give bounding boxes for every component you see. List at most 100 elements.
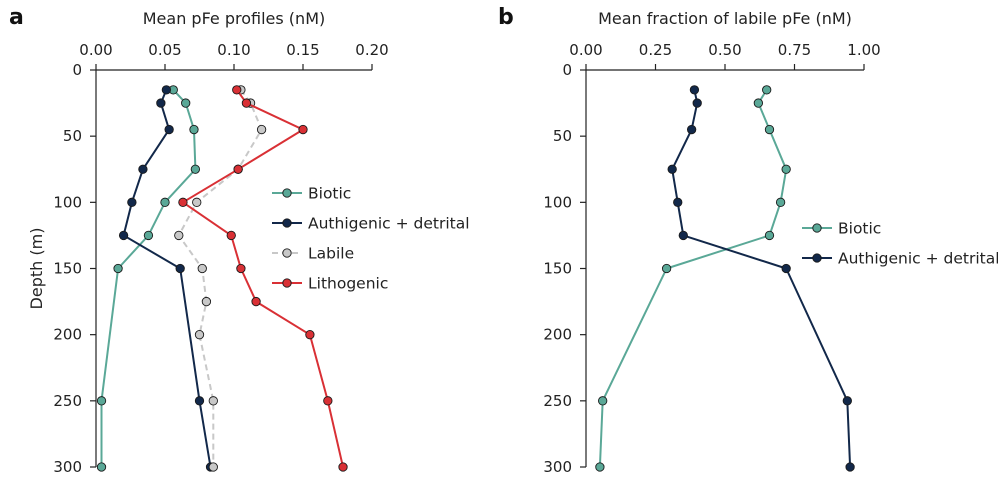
chart-title: Mean fraction of labile pFe (nM)	[598, 9, 852, 28]
data-point	[845, 462, 855, 472]
data-point	[678, 230, 688, 241]
data-point	[127, 197, 137, 207]
data-point	[160, 197, 170, 207]
y-tick-label: 250	[543, 392, 572, 410]
x-tick-label: 0.25	[639, 41, 672, 59]
data-point	[181, 98, 191, 108]
data-point	[781, 263, 791, 274]
legend-label: Labile	[308, 245, 354, 263]
data-point	[138, 164, 148, 174]
data-point	[161, 85, 172, 95]
legend-entry: Authigenic + detrital	[272, 215, 470, 233]
legend-entry: Biotic	[272, 185, 351, 203]
series-line	[598, 89, 788, 468]
legend-marker	[282, 188, 292, 198]
data-point	[233, 164, 243, 174]
panel-b: b Mean fraction of labile pFe (nM) 0.00 0.2…	[498, 5, 998, 476]
data-point	[113, 263, 123, 274]
data-point	[189, 124, 199, 135]
legend-marker	[282, 248, 292, 258]
legend-label: Authigenic + detrital	[838, 250, 998, 268]
data-point	[753, 98, 764, 108]
data-point	[692, 98, 702, 108]
series-biotic	[96, 85, 201, 472]
x-tick-label: 0.05	[148, 41, 181, 59]
legend-label: Lithogenic	[308, 275, 388, 293]
data-point	[226, 230, 236, 241]
data-point	[323, 396, 333, 406]
data-point	[197, 263, 207, 274]
y-tick-label: 50	[553, 127, 572, 145]
legend-label: Biotic	[838, 220, 881, 238]
data-point	[208, 396, 218, 406]
data-point	[175, 263, 185, 274]
y-tick-label: 300	[53, 458, 82, 476]
y-tick-label: 150	[543, 260, 572, 278]
data-point	[192, 197, 202, 207]
data-point	[143, 230, 154, 241]
data-point	[256, 124, 267, 135]
data-point	[338, 462, 348, 472]
y-axis-title: Depth (m)	[27, 228, 46, 310]
data-point	[673, 197, 683, 207]
data-point	[595, 462, 605, 472]
data-point	[118, 230, 129, 241]
legend-marker	[282, 278, 292, 288]
data-point	[598, 396, 608, 406]
series-line	[122, 89, 212, 468]
data-point	[667, 164, 677, 174]
series-authigenic-detrital	[667, 85, 855, 472]
x-tick-label: 0.00	[569, 41, 602, 59]
data-point	[201, 296, 212, 307]
y-tick-label: 150	[53, 260, 82, 278]
data-point	[96, 462, 107, 472]
data-point	[178, 197, 188, 207]
data-point	[762, 85, 772, 95]
data-point	[208, 462, 218, 472]
data-point	[236, 263, 246, 274]
data-point	[842, 396, 852, 406]
legend-marker	[812, 253, 822, 263]
data-point	[241, 98, 252, 108]
y-tick-label: 100	[543, 193, 572, 211]
legend-entry: Lithogenic	[272, 275, 388, 293]
data-point	[232, 85, 242, 95]
data-point	[661, 263, 672, 274]
legend-entry: Labile	[272, 245, 354, 263]
data-point	[164, 124, 174, 135]
data-point	[686, 124, 697, 135]
data-point	[194, 330, 205, 340]
y-tick-label: 50	[63, 127, 82, 145]
legend-label: Authigenic + detrital	[308, 215, 470, 233]
legend-marker	[812, 223, 822, 233]
y-tick-label: 200	[543, 326, 572, 344]
data-point	[781, 164, 791, 174]
x-tick-label: 0.00	[79, 41, 112, 59]
series-line	[177, 89, 263, 467]
legend-entry: Biotic	[802, 220, 881, 238]
legend-entry: Authigenic + detrital	[802, 250, 998, 268]
data-point	[194, 396, 205, 406]
panel-letter: a	[9, 5, 24, 30]
legend-label: Biotic	[308, 185, 351, 203]
legend-marker	[282, 218, 292, 228]
data-point	[156, 98, 166, 108]
series-line	[671, 89, 852, 468]
y-tick-label: 100	[53, 193, 82, 211]
data-point	[775, 197, 786, 207]
data-point	[190, 164, 201, 174]
x-tick-label: 0.10	[217, 41, 250, 59]
x-tick-label: 0.50	[708, 41, 741, 59]
data-point	[251, 296, 261, 307]
y-tick-label: 300	[543, 458, 572, 476]
data-point	[96, 396, 107, 406]
x-tick-label: 0.15	[286, 41, 319, 59]
x-tick-label: 1.00	[847, 41, 880, 59]
y-tick-label: 0	[72, 61, 82, 79]
x-tick-label: 0.75	[778, 41, 811, 59]
panel-a: a Mean pFe profiles (nM) 0.00 0.05 0.10 0.15 0…	[9, 5, 470, 476]
data-point	[174, 230, 184, 241]
series-authigenic-detrital	[118, 85, 216, 472]
data-point	[764, 124, 775, 135]
